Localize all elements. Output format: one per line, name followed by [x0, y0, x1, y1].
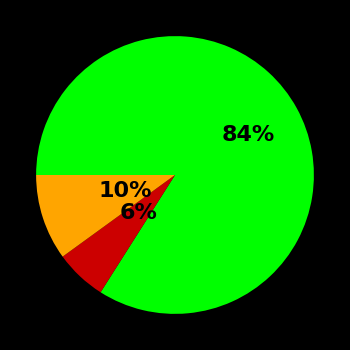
Wedge shape	[36, 36, 314, 314]
Wedge shape	[36, 175, 175, 257]
Text: 10%: 10%	[98, 181, 152, 201]
Text: 84%: 84%	[222, 125, 275, 145]
Wedge shape	[63, 175, 175, 292]
Text: 6%: 6%	[120, 203, 158, 223]
